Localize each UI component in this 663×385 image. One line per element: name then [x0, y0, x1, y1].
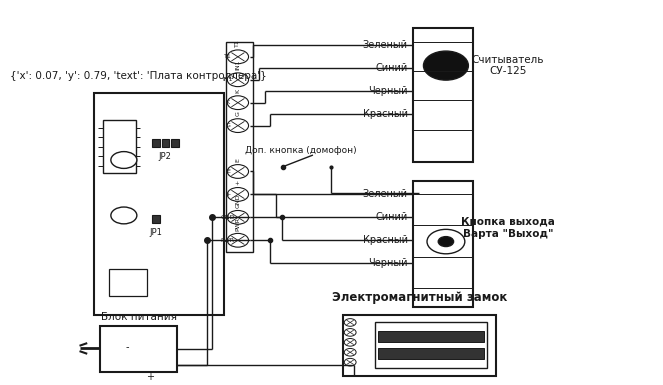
- Text: T1: T1: [235, 40, 241, 47]
- Circle shape: [111, 207, 137, 224]
- Text: Красный: Красный: [363, 109, 408, 119]
- Text: IN1: IN1: [223, 77, 233, 82]
- Circle shape: [227, 165, 249, 178]
- Text: {'x': 0.07, 'y': 0.79, 'text': 'Плата контроллера'}: {'x': 0.07, 'y': 0.79, 'text': 'Плата ко…: [10, 71, 267, 81]
- Circle shape: [227, 50, 249, 64]
- Circle shape: [227, 73, 249, 87]
- Circle shape: [438, 237, 453, 246]
- Bar: [343, 315, 496, 376]
- Circle shape: [227, 119, 249, 132]
- Circle shape: [227, 96, 249, 110]
- Bar: [375, 323, 487, 368]
- Text: Красный: Красный: [363, 235, 408, 245]
- Text: E: E: [235, 158, 241, 162]
- Text: -: -: [125, 342, 129, 352]
- Text: Зеленый: Зеленый: [363, 189, 408, 199]
- Bar: [94, 93, 224, 315]
- Text: G: G: [225, 123, 230, 128]
- Text: Электромагнитный замок: Электромагнитный замок: [332, 291, 507, 304]
- Bar: [378, 348, 485, 359]
- Circle shape: [424, 51, 468, 80]
- Text: +: +: [225, 192, 231, 197]
- Text: Блок питания: Блок питания: [101, 312, 176, 322]
- Text: JP1: JP1: [149, 228, 162, 237]
- Text: JP2: JP2: [158, 152, 172, 161]
- Bar: [378, 331, 485, 341]
- Circle shape: [344, 328, 356, 336]
- Circle shape: [227, 211, 249, 224]
- Text: E: E: [226, 169, 230, 174]
- Circle shape: [227, 233, 249, 247]
- Text: K: K: [235, 89, 241, 93]
- Text: G: G: [235, 111, 241, 116]
- Text: +: +: [146, 372, 154, 382]
- Bar: [100, 326, 177, 372]
- Bar: [152, 215, 160, 223]
- Text: Синий: Синий: [375, 213, 408, 223]
- Bar: [171, 139, 179, 147]
- Text: Синий: Синий: [375, 63, 408, 73]
- Text: Черный: Черный: [368, 86, 408, 96]
- Bar: [103, 120, 136, 173]
- Circle shape: [227, 187, 249, 201]
- Text: Черный: Черный: [368, 258, 408, 268]
- Text: PWR: PWR: [221, 238, 235, 243]
- Circle shape: [344, 319, 356, 326]
- Circle shape: [427, 229, 465, 254]
- Bar: [414, 181, 473, 307]
- Circle shape: [111, 152, 137, 168]
- Circle shape: [344, 338, 356, 346]
- Text: +: +: [235, 180, 241, 185]
- Bar: [162, 139, 169, 147]
- Text: Зеленый: Зеленый: [363, 40, 408, 50]
- Text: T1: T1: [224, 54, 232, 59]
- Bar: [414, 28, 473, 162]
- Text: GND: GND: [221, 215, 235, 220]
- Text: Доп. кнопка (домофон): Доп. кнопка (домофон): [245, 146, 357, 155]
- Text: IN1: IN1: [235, 60, 241, 70]
- Bar: [152, 139, 160, 147]
- Text: K: K: [226, 100, 230, 105]
- Text: PWR: PWR: [235, 217, 241, 231]
- Bar: [109, 269, 147, 296]
- Circle shape: [344, 348, 356, 356]
- Bar: [226, 42, 253, 252]
- Text: GND: GND: [235, 193, 241, 208]
- Circle shape: [344, 358, 356, 366]
- Text: Кнопка выхода
Варта "Выход": Кнопка выхода Варта "Выход": [461, 217, 555, 238]
- Text: Считыватель
СУ-125: Считыватель СУ-125: [471, 55, 544, 76]
